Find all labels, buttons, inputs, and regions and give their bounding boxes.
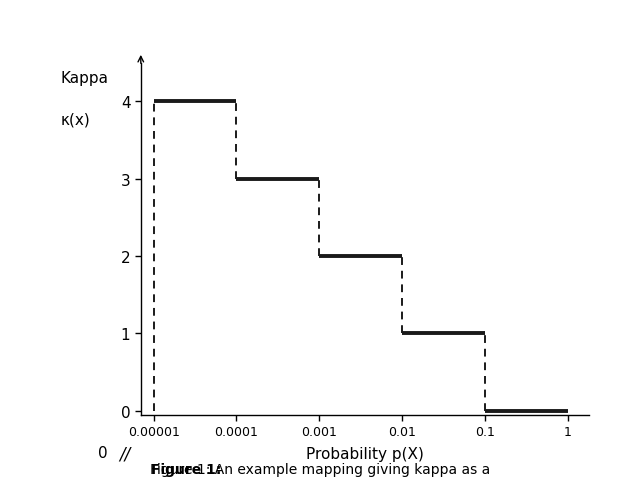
Text: Figure 1:: Figure 1: bbox=[0, 487, 1, 488]
Text: Figure 1: An example mapping giving kappa as a: Figure 1: An example mapping giving kapp… bbox=[0, 487, 1, 488]
X-axis label: Probability p(X): Probability p(X) bbox=[306, 447, 424, 462]
Text: 0: 0 bbox=[98, 445, 108, 460]
Text: Figure 1:: Figure 1: bbox=[151, 462, 221, 476]
Text: Figure 1:: An example mapping giving kappa as a: Figure 1:: An example mapping giving kap… bbox=[0, 487, 1, 488]
Text: κ(x): κ(x) bbox=[60, 113, 90, 127]
Text: Kappa: Kappa bbox=[60, 70, 108, 85]
Text: Figure 1: An example mapping giving kappa as a: Figure 1: An example mapping giving kapp… bbox=[150, 462, 490, 476]
Text: Figure 1:: Figure 1: bbox=[0, 487, 1, 488]
Text: //: // bbox=[120, 445, 131, 463]
Text: : An example mapping giving kappa as a: : An example mapping giving kappa as a bbox=[0, 487, 1, 488]
